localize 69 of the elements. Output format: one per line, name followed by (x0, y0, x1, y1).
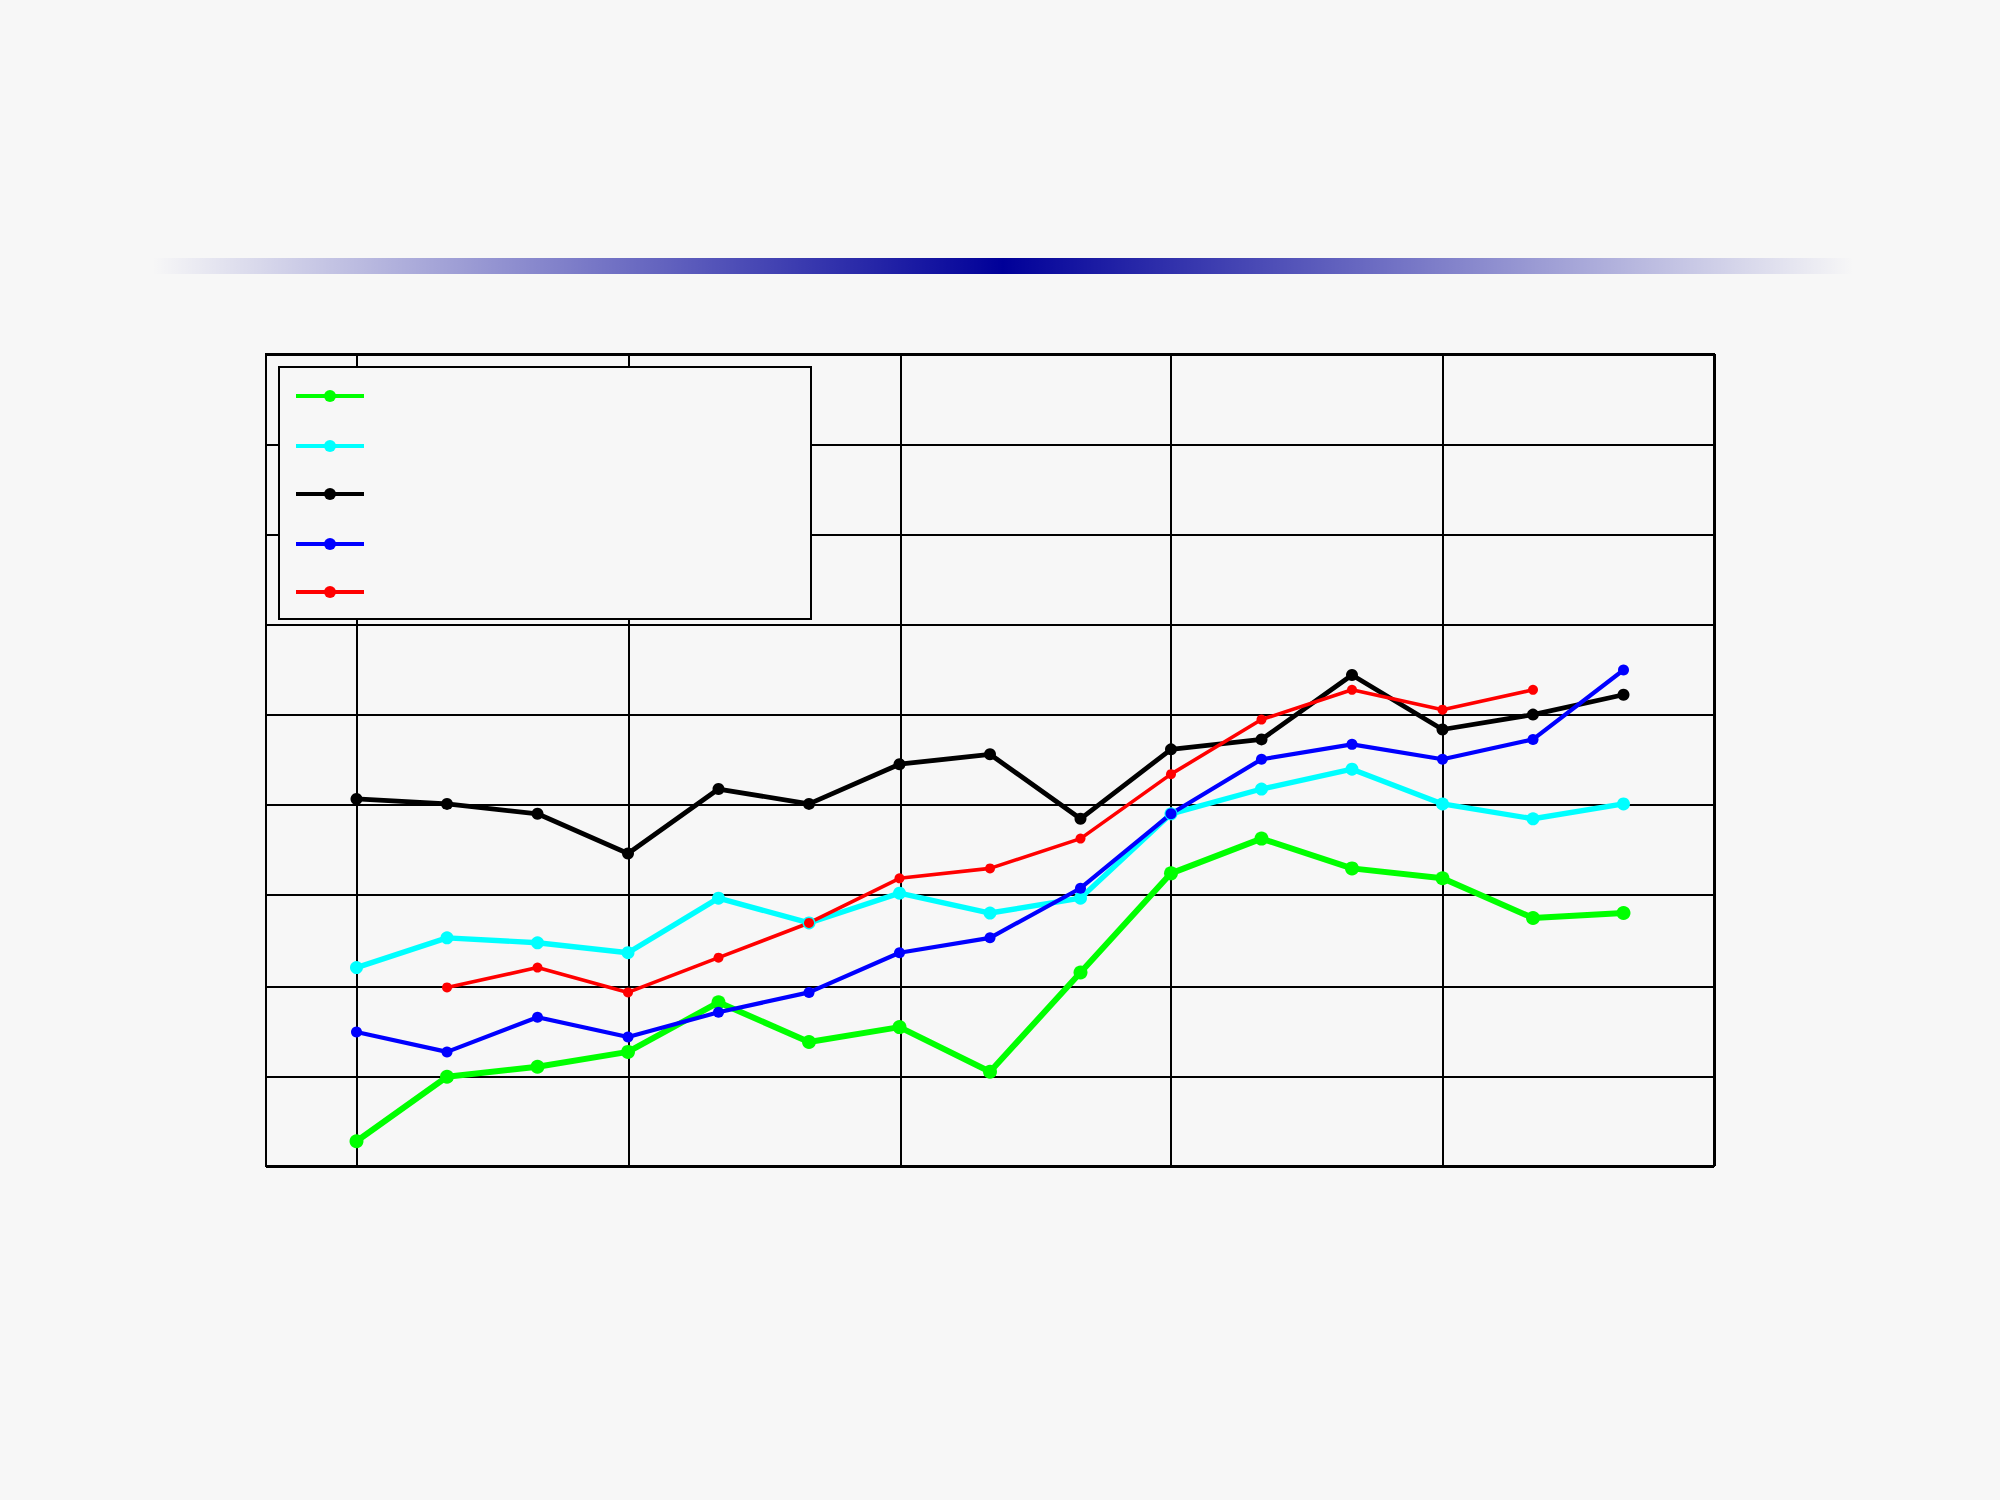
point (621, 1044, 635, 1059)
point (532, 1011, 543, 1023)
point (893, 886, 906, 900)
point (1165, 743, 1177, 756)
point (894, 873, 905, 884)
point (1073, 965, 1088, 980)
point (1617, 797, 1630, 811)
point (803, 986, 815, 998)
point (1254, 831, 1269, 846)
point (803, 797, 815, 810)
point (1075, 833, 1086, 844)
point (802, 1035, 816, 1049)
point (350, 792, 363, 805)
point (712, 783, 725, 796)
point (1256, 714, 1267, 725)
point (1436, 797, 1449, 811)
point (622, 1031, 634, 1043)
point (440, 931, 454, 945)
point (1255, 782, 1268, 796)
point (983, 1064, 997, 1079)
point (621, 946, 635, 960)
point (442, 982, 452, 993)
point (1346, 668, 1358, 681)
point (893, 758, 906, 771)
point (1435, 871, 1450, 886)
point (1075, 882, 1086, 894)
point (985, 863, 995, 874)
point (531, 807, 544, 820)
point (350, 961, 363, 975)
point (349, 1134, 364, 1149)
point (622, 847, 634, 860)
point (1526, 812, 1540, 826)
point (1527, 708, 1539, 721)
point (1345, 762, 1359, 776)
point (1345, 861, 1359, 876)
point (1346, 738, 1358, 750)
point (1166, 769, 1176, 780)
point (1074, 891, 1087, 905)
point (1256, 753, 1267, 765)
point (623, 987, 633, 998)
point (532, 962, 543, 973)
point (1437, 753, 1448, 765)
point (1436, 723, 1449, 736)
point (983, 906, 997, 920)
point (1526, 910, 1540, 925)
point (441, 1046, 453, 1058)
point (894, 947, 905, 959)
point (530, 1059, 545, 1074)
point (531, 936, 544, 950)
point (1437, 704, 1448, 715)
point (711, 995, 726, 1010)
point (1527, 733, 1539, 745)
point (713, 952, 724, 963)
point (1164, 866, 1178, 881)
point (441, 797, 453, 810)
point (1255, 733, 1268, 746)
point (984, 748, 996, 761)
point (984, 932, 996, 944)
point (440, 1069, 454, 1084)
point (892, 1020, 907, 1035)
point (1617, 688, 1630, 701)
point (1347, 684, 1357, 695)
point (713, 1006, 724, 1018)
point (1618, 664, 1629, 676)
point (1528, 684, 1538, 695)
point (1616, 906, 1631, 921)
point (351, 1026, 362, 1038)
point (1074, 812, 1087, 825)
point (712, 891, 725, 905)
